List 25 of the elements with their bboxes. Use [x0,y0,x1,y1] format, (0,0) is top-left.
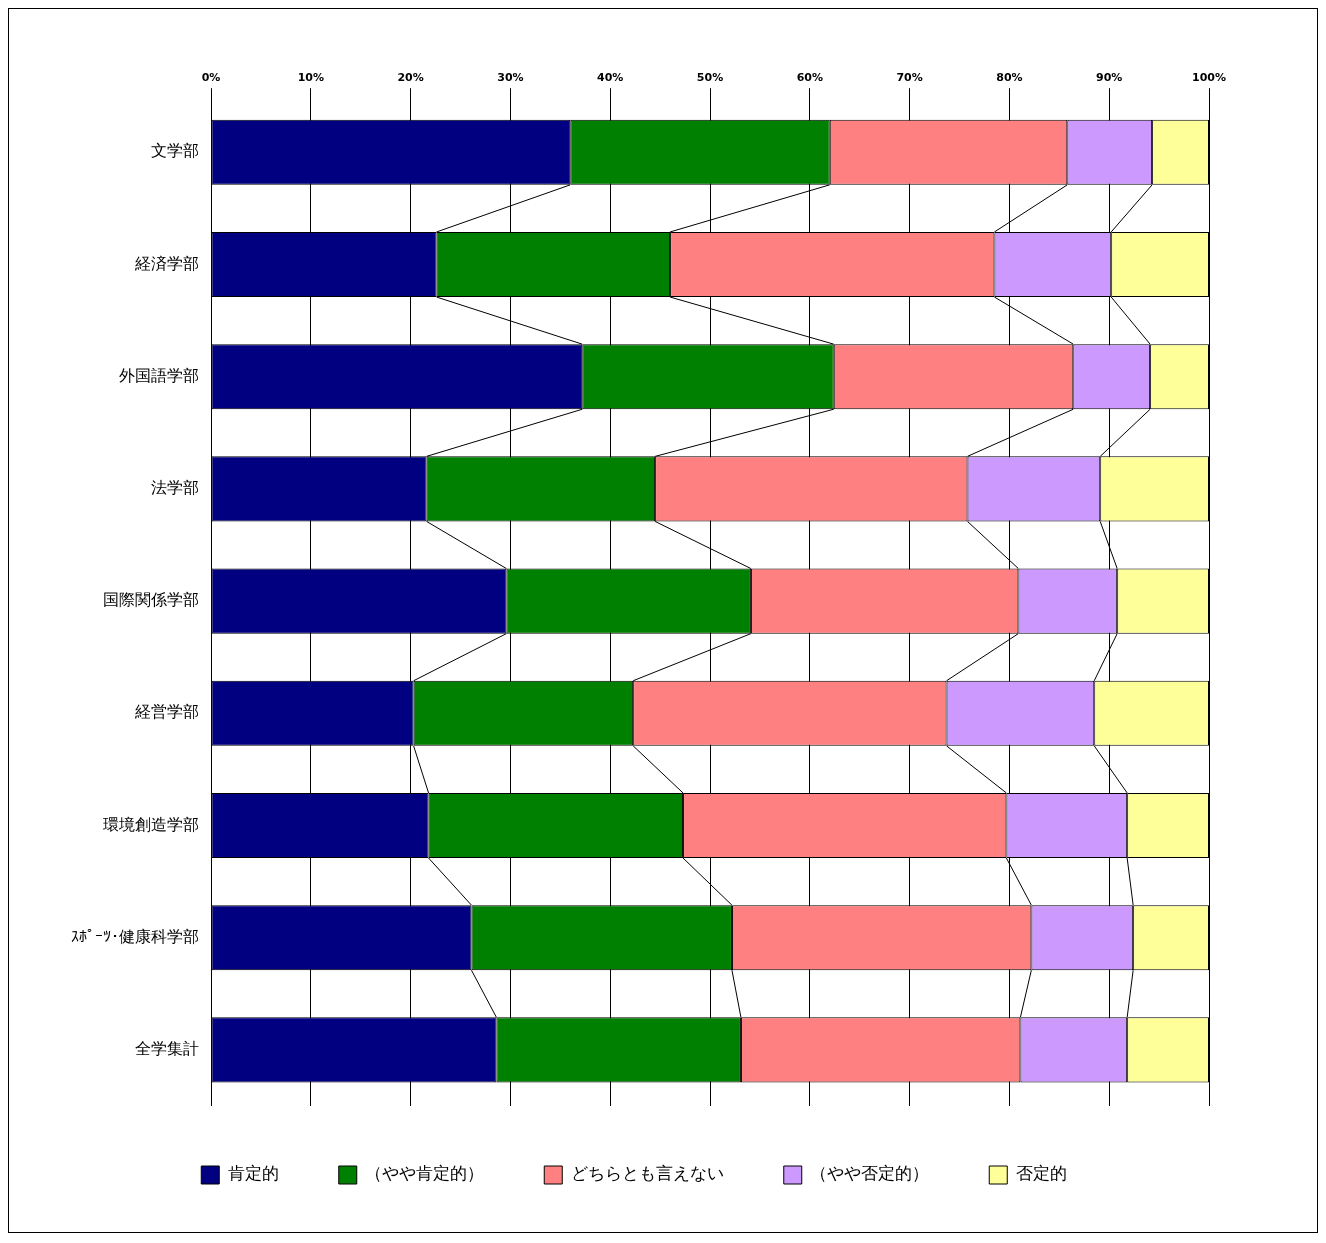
x-tick-label: 90% [1096,71,1123,85]
x-tick-label: 60% [796,71,823,85]
x-tick-label: 100% [1192,71,1226,85]
x-tick-label: 70% [896,71,923,85]
y-tick-label: ｽﾎﾟｰﾂ･健康科学部 [71,926,199,946]
legend-label: 肯定的 [227,1163,279,1184]
y-tick-label: 全学集計 [135,1039,199,1059]
y-tick-label: 経済学部 [134,253,199,273]
y-tick-label: 文学部 [151,141,199,161]
legend-label: （やや否定的） [810,1163,930,1184]
x-tick-label: 20% [397,71,424,85]
x-tick-label: 10% [297,71,324,85]
y-tick-label: 外国語学部 [119,365,199,385]
x-tick-label: 0% [201,71,221,85]
y-tick-label: 法学部 [151,478,199,498]
x-tick-label: 80% [996,71,1023,85]
x-tick-label: 40% [597,71,624,85]
y-tick-label: 環境創造学部 [103,814,199,834]
legend-label: （やや肯定的） [365,1163,485,1184]
legend-label: 否定的 [1015,1163,1067,1184]
x-tick-label: 30% [497,71,524,85]
legend-label: どちらとも言えない [570,1163,724,1184]
x-tick-label: 50% [696,71,724,85]
y-tick-label: 経営学部 [134,702,199,722]
y-tick-label: 国際関係学部 [103,590,199,610]
